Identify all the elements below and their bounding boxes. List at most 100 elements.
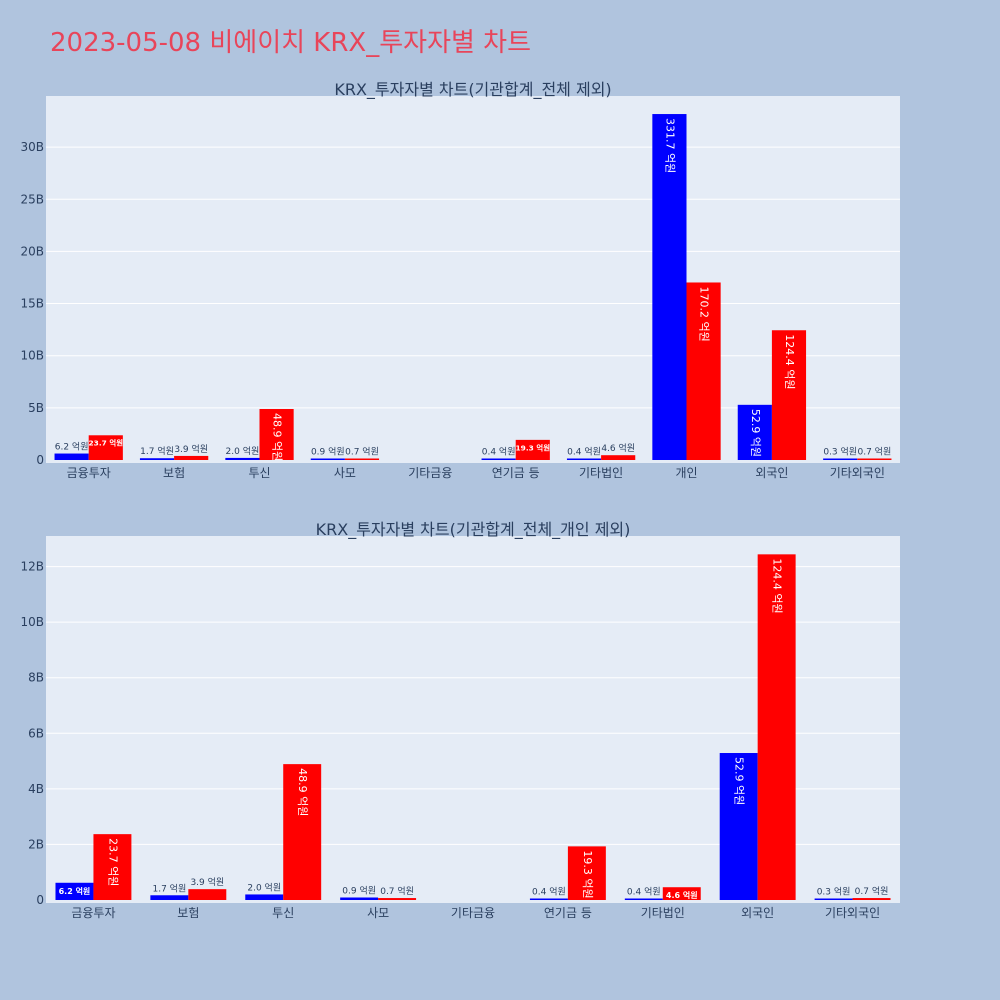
bar-value-label: 3.9 억원	[174, 443, 208, 455]
bar-value-label: 0.7 억원	[858, 446, 892, 458]
buy-bar	[566, 458, 602, 460]
x-tick-label: 외국인	[755, 466, 788, 480]
bar-value-label: 6.2 억원	[59, 886, 91, 896]
bar-value-label: 2.0 억원	[226, 445, 260, 457]
sell-bar	[378, 898, 417, 900]
y-tick-label: 4B	[28, 782, 44, 796]
chart-subtitle: KRX_투자자별 차트(기관합계_전체 제외)	[334, 80, 611, 100]
sell-bar	[88, 435, 123, 460]
x-tick-label: 투신	[248, 466, 270, 480]
bar-value-label: 52.9 억원	[733, 757, 746, 805]
sell-bar	[174, 455, 209, 460]
chart-total: 0 5B 10B 15B 20B 25B 30B KRX_투자자별 차트(기관합계_전체 제외…	[20, 80, 900, 480]
bar-value-label: 4.6 억원	[666, 890, 698, 900]
x-tick-label: 기타외국인	[825, 906, 880, 920]
bar-value-label: 23.7 억원	[106, 838, 119, 886]
bar-value-label: 0.7 억원	[855, 885, 889, 897]
buy-bar	[624, 898, 663, 900]
bar-value-label: 23.7 억원	[89, 438, 124, 448]
sell-bar	[857, 458, 892, 460]
buy-bar	[54, 453, 89, 460]
x-tick-label: 보험	[177, 906, 199, 920]
bar-value-label: 6.2 억원	[55, 441, 89, 453]
bar-value-label: 3.9 억원	[190, 876, 224, 888]
bar-value-label: 48.9 억원	[296, 768, 309, 816]
x-tick-label: 금융투자	[71, 906, 115, 920]
bar-value-label: 0.9 억원	[311, 446, 345, 458]
buy-bar	[225, 457, 260, 460]
chart-subtitle: KRX_투자자별 차트(기관합계_전체_개인 제외)	[316, 520, 631, 540]
bar-value-label: 0.4 억원	[532, 886, 566, 898]
buy-bar	[652, 114, 687, 461]
bar-value-label: 0.4 억원	[567, 446, 601, 458]
bar-value-label: 1.7 억원	[140, 445, 174, 457]
x-tick-label: 기타금융	[451, 906, 495, 920]
sell-bar	[601, 455, 636, 460]
buy-bar	[814, 898, 853, 900]
x-tick-label: 기타법인	[579, 466, 623, 480]
sell-bar	[344, 458, 380, 460]
buy-bar	[310, 458, 345, 460]
x-tick-label: 기타법인	[641, 906, 685, 920]
y-tick-label: 6B	[28, 726, 44, 740]
bar-value-label: 0.7 억원	[345, 446, 379, 458]
y-tick-label: 5B	[28, 401, 44, 415]
y-tick-label: 30B	[20, 140, 44, 154]
buy-bar	[245, 894, 284, 900]
buy-bar	[737, 404, 772, 460]
buy-bar	[150, 895, 189, 900]
x-tick-label: 외국인	[741, 906, 774, 920]
y-tick-label: 0	[36, 893, 44, 907]
buy-bar	[481, 458, 516, 460]
sell-bar	[188, 889, 227, 900]
x-tick-label: 투신	[272, 906, 294, 920]
y-tick-label: 10B	[20, 349, 44, 363]
buy-bar	[529, 898, 568, 900]
x-tick-label: 금융투자	[67, 466, 111, 480]
x-tick-label: 연기금 등	[492, 466, 540, 480]
bar-value-label: 19.3 억원	[581, 850, 594, 898]
x-tick-label: 사모	[367, 906, 389, 920]
x-tick-label: 보험	[163, 466, 185, 480]
bar-value-label: 2.0 억원	[247, 881, 281, 893]
sell-bar	[852, 898, 891, 900]
bar-value-label: 124.4 억원	[783, 334, 796, 389]
sell-bar	[757, 554, 796, 900]
sell-bar	[771, 330, 807, 460]
buy-bar	[340, 897, 379, 900]
sell-bar	[259, 408, 294, 460]
x-tick-label: 개인	[675, 466, 697, 480]
x-tick-label: 사모	[334, 466, 356, 480]
bar-value-label: 0.4 억원	[627, 886, 661, 898]
bar-value-label: 19.3 억원	[516, 442, 551, 452]
bar-value-label: 1.7 억원	[152, 882, 186, 894]
y-tick-label: 8B	[28, 671, 44, 685]
bar-value-label: 124.4 억원	[771, 558, 784, 613]
y-tick-label: 25B	[20, 192, 44, 206]
sell-bar	[567, 846, 606, 900]
bar-value-label: 52.9 억원	[749, 409, 762, 457]
bar-value-label: 4.6 억원	[601, 442, 635, 454]
y-tick-label: 0	[36, 453, 44, 467]
bar-value-label: 0.4 억원	[482, 446, 516, 458]
y-tick-label: 15B	[20, 297, 44, 311]
y-tick-label: 12B	[20, 560, 44, 574]
sell-bar	[686, 282, 721, 460]
bar-value-label: 331.7 억원	[663, 118, 676, 173]
buy-bar	[823, 458, 858, 460]
page-title: 2023-05-08 비에이치 KRX_투자자별 차트	[50, 28, 532, 58]
bar-value-label: 0.3 억원	[817, 886, 851, 898]
x-tick-label: 연기금 등	[544, 906, 592, 920]
x-tick-label: 기타금융	[408, 466, 452, 480]
buy-bar	[139, 458, 175, 460]
y-tick-label: 10B	[20, 615, 44, 629]
bar-value-label: 0.3 억원	[823, 446, 857, 458]
buy-bar	[55, 882, 94, 900]
bar-value-label: 48.9 억원	[271, 413, 284, 461]
y-tick-label: 2B	[28, 837, 44, 851]
bar-value-label: 0.7 억원	[380, 885, 414, 897]
buy-bar	[719, 753, 758, 900]
bar-value-label: 170.2 억원	[698, 286, 711, 341]
sell-bar	[93, 834, 132, 900]
